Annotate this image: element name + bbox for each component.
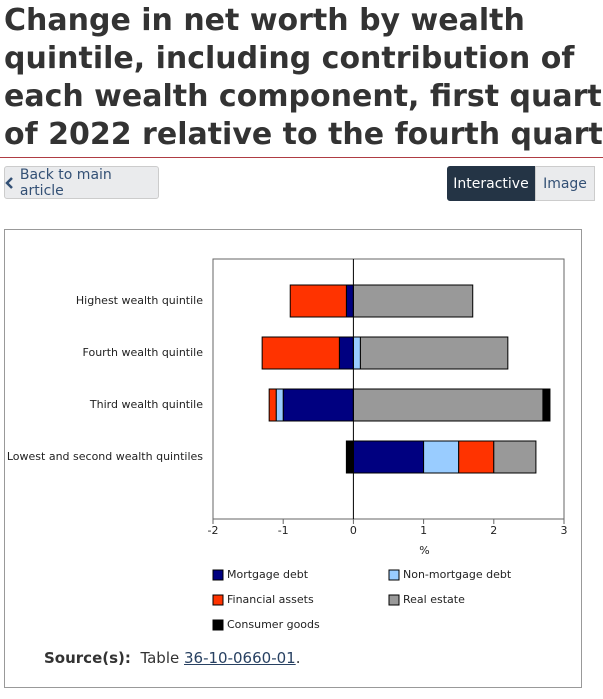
title-rule <box>0 157 603 158</box>
legend-swatch <box>212 619 224 631</box>
page-title: Change in net worth by wealth quintile, … <box>4 3 603 152</box>
bar <box>352 440 425 474</box>
bar <box>423 440 460 474</box>
bar <box>268 388 277 422</box>
x-tick-label: 1 <box>420 524 427 537</box>
source-end: . <box>295 649 301 667</box>
bar <box>282 388 354 422</box>
chevron-icon <box>5 176 13 189</box>
bar <box>359 336 509 370</box>
bar <box>352 388 544 422</box>
legend-swatch <box>388 594 400 606</box>
bar <box>458 440 495 474</box>
tab-interactive[interactable]: Interactive <box>447 166 535 201</box>
back-button[interactable]: Back to main article <box>4 166 159 199</box>
bar <box>261 336 340 370</box>
source-text: Table <box>140 649 180 667</box>
bar <box>275 388 284 422</box>
x-tick-label: 3 <box>561 524 568 537</box>
bar <box>542 388 551 422</box>
y-tick-label: Third wealth quintile <box>89 398 203 411</box>
tab-image[interactable]: Image <box>535 166 595 201</box>
back-label: Back to main article <box>19 166 112 199</box>
bar <box>345 284 354 318</box>
y-tick-label: Lowest and second wealth quintiles <box>7 450 203 463</box>
legend-swatch <box>212 569 224 581</box>
legend-swatch <box>388 569 400 581</box>
legend-label: Non-mortgage debt <box>403 568 512 581</box>
bar <box>352 284 474 318</box>
x-tick-label: 2 <box>490 524 497 537</box>
legend-label: Mortgage debt <box>227 568 309 581</box>
legend-label: Consumer goods <box>227 618 320 631</box>
x-tick-label: -2 <box>208 524 219 537</box>
legend-label: Real estate <box>403 593 465 606</box>
chart-box <box>4 229 582 688</box>
y-tick-label: Fourth wealth quintile <box>83 346 204 359</box>
legend-swatch <box>212 594 224 606</box>
bar <box>345 440 354 474</box>
bar <box>493 440 537 474</box>
source-link[interactable]: 36-10-0660-01 <box>184 649 296 667</box>
legend-label: Financial assets <box>227 593 314 606</box>
bar <box>338 336 354 370</box>
x-tick-label: 0 <box>350 524 357 537</box>
y-tick-label: Highest wealth quintile <box>76 294 203 307</box>
source-label: Source(s): <box>44 649 131 667</box>
x-tick-label: -1 <box>278 524 289 537</box>
title-area: Change in net worth by wealth quintile, … <box>0 0 603 152</box>
bar <box>289 284 347 318</box>
x-axis-label: % <box>419 544 429 557</box>
bar <box>352 336 361 370</box>
source: Source(s): Table 36-10-0660-01. <box>44 649 300 667</box>
